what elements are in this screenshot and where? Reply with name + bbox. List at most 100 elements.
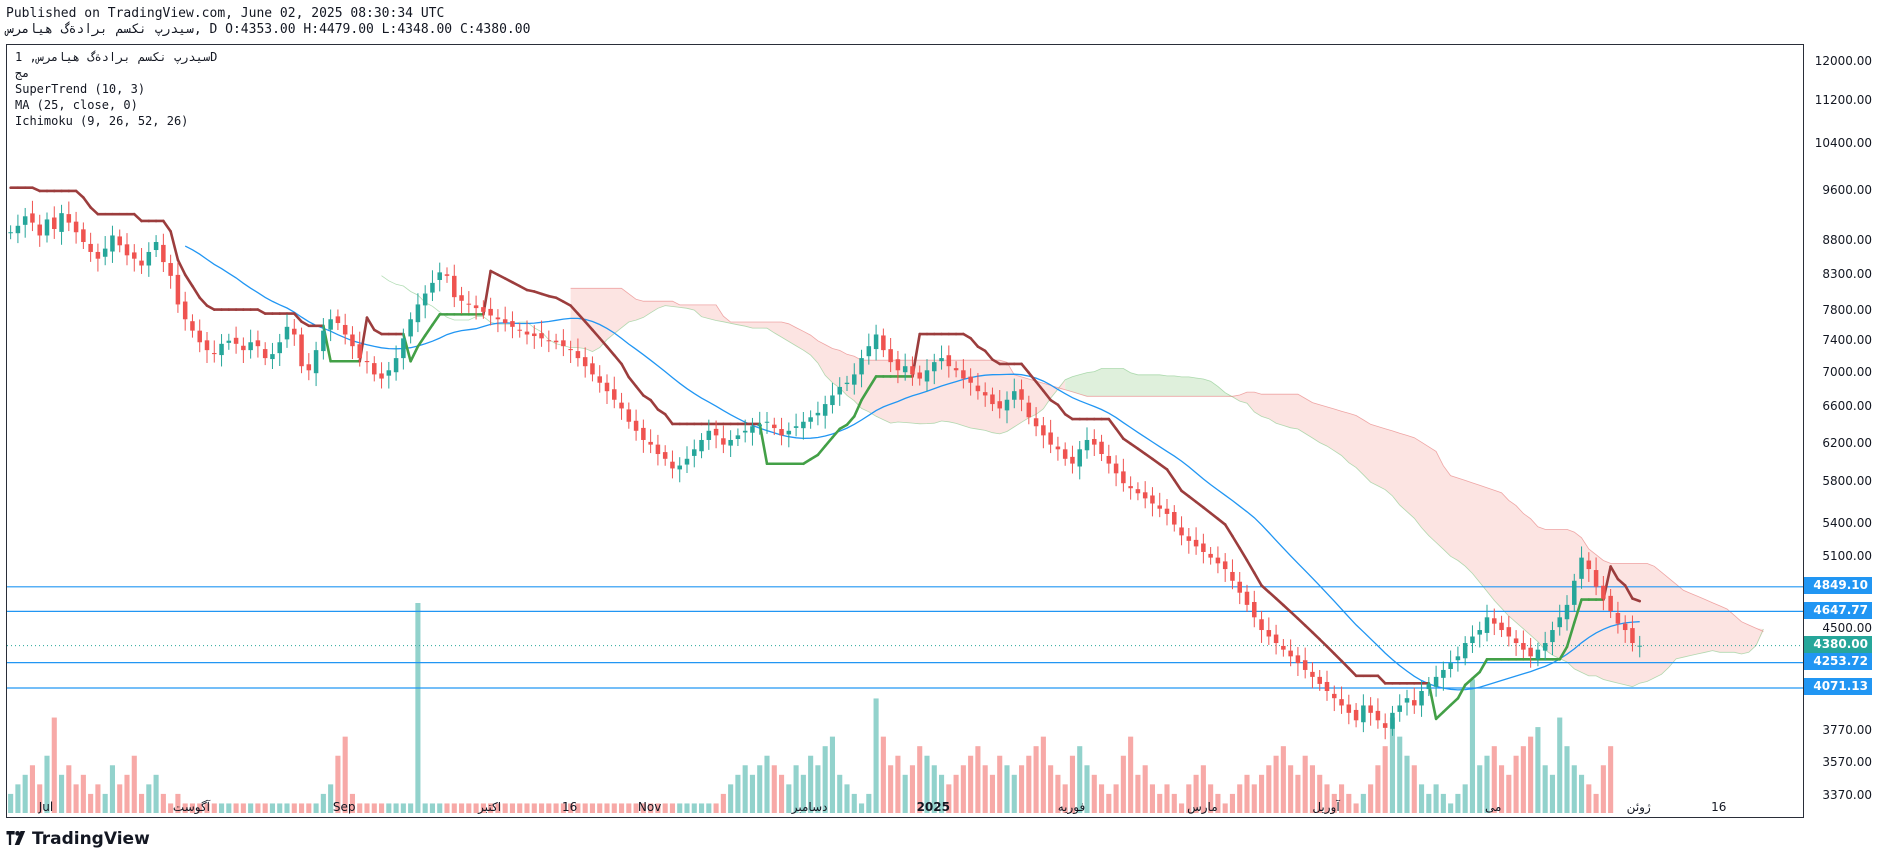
volume-bar bbox=[306, 803, 312, 813]
x-tick-label: آگوست bbox=[172, 800, 210, 814]
volume-bar bbox=[1069, 755, 1075, 813]
candle-body bbox=[561, 340, 566, 347]
supertrend-segment bbox=[809, 453, 820, 461]
volume-bar bbox=[524, 803, 530, 813]
supertrend-segment bbox=[205, 304, 216, 311]
volume-bar bbox=[182, 803, 188, 813]
candle-body bbox=[1346, 704, 1352, 713]
volume-bar bbox=[357, 803, 363, 813]
supertrend-segment bbox=[169, 230, 180, 262]
volume-bar bbox=[1215, 793, 1221, 813]
candle-body bbox=[859, 358, 864, 375]
volume-bar bbox=[917, 746, 923, 813]
supertrend-segment bbox=[423, 323, 434, 337]
candle-body bbox=[415, 304, 421, 323]
volume-bar bbox=[960, 765, 966, 813]
volume-bar bbox=[473, 803, 479, 813]
candle-body bbox=[1419, 690, 1424, 706]
candle-body bbox=[1302, 660, 1308, 670]
candle-body bbox=[808, 417, 813, 422]
price-axis[interactable]: 12000.00 11200.00 10400.00 9600.00 8800.00 83… bbox=[1804, 44, 1878, 818]
candle-body bbox=[852, 374, 857, 385]
candle-body bbox=[655, 444, 661, 455]
legend-ma[interactable]: MA (25, close, 0) bbox=[15, 98, 138, 112]
candle-body bbox=[364, 361, 370, 363]
candle-body bbox=[1237, 581, 1242, 593]
volume-bar bbox=[189, 803, 195, 813]
volume-bar bbox=[495, 803, 501, 813]
legend-symbol[interactable]: سیدرپ نکسم برادةگ هیامرس, 1D bbox=[15, 50, 218, 64]
candle-body bbox=[22, 216, 28, 225]
supertrend-segment bbox=[198, 296, 209, 307]
chart-svg[interactable] bbox=[7, 45, 1804, 818]
supertrend-segment bbox=[1180, 489, 1191, 498]
candle-body bbox=[1266, 630, 1272, 637]
volume-bar bbox=[873, 698, 879, 813]
supertrend-segment bbox=[1449, 697, 1460, 707]
volume-bar bbox=[255, 803, 261, 813]
supertrend-segment bbox=[1194, 500, 1205, 509]
legend-ichimoku[interactable]: Ichimoku (9, 26, 52, 26) bbox=[15, 114, 189, 128]
supertrend-segment bbox=[1136, 447, 1147, 456]
hline-price-label: 4253.72 bbox=[1804, 653, 1872, 671]
candle-body bbox=[1615, 612, 1621, 624]
candle-body bbox=[132, 252, 137, 259]
legend-exchange: مج bbox=[15, 66, 30, 80]
candle-body bbox=[721, 438, 726, 445]
supertrend-segment bbox=[511, 281, 522, 288]
volume-bar bbox=[757, 765, 763, 813]
candle-body bbox=[473, 305, 479, 309]
volume-bar bbox=[8, 793, 14, 813]
volume-bar bbox=[1375, 765, 1381, 813]
supertrend-segment bbox=[89, 206, 100, 216]
supertrend-segment bbox=[1216, 517, 1227, 526]
volume-bar bbox=[560, 803, 566, 813]
moving-average-line bbox=[184, 245, 1640, 691]
candle-body bbox=[968, 376, 973, 383]
supertrend-segment bbox=[31, 186, 42, 193]
candle-body bbox=[153, 242, 159, 251]
supertrend-segment bbox=[612, 353, 623, 366]
candle-body bbox=[8, 232, 13, 234]
candle-body bbox=[670, 461, 675, 469]
candle-body bbox=[735, 435, 741, 440]
volume-bar bbox=[1062, 784, 1068, 813]
supertrend-segment bbox=[627, 375, 638, 388]
chart-pane[interactable]: سیدرپ نکسم برادةگ هیامرس, 1D مج SuperTre… bbox=[6, 44, 1804, 818]
volume-bar bbox=[1368, 784, 1374, 813]
volume-bar bbox=[1266, 765, 1272, 813]
supertrend-segment bbox=[372, 328, 383, 336]
candle-body bbox=[1019, 389, 1024, 400]
y-tick-label: 3370.00 bbox=[1822, 788, 1872, 803]
y-tick-label: 10400.00 bbox=[1814, 136, 1872, 151]
volume-bar bbox=[466, 803, 472, 813]
volume-bar bbox=[633, 803, 639, 813]
volume-bar bbox=[895, 755, 901, 813]
supertrend-segment bbox=[191, 284, 202, 300]
candle-body bbox=[408, 319, 413, 337]
volume-bar bbox=[1200, 765, 1206, 813]
candle-body bbox=[648, 441, 653, 445]
candle-body bbox=[386, 370, 392, 376]
candle-body bbox=[1077, 449, 1082, 467]
volume-bar bbox=[706, 803, 712, 813]
candle-body bbox=[699, 439, 704, 452]
candle-body bbox=[1026, 402, 1032, 418]
legend-supertrend[interactable]: SuperTrend (10, 3) bbox=[15, 82, 146, 96]
candle-body bbox=[910, 366, 915, 375]
supertrend-segment bbox=[1623, 584, 1634, 600]
candle-body bbox=[1244, 591, 1250, 605]
y-tick-label: 7400.00 bbox=[1822, 333, 1872, 348]
candle-body bbox=[481, 307, 486, 312]
candle-body bbox=[750, 426, 755, 433]
supertrend-segment bbox=[1209, 511, 1220, 521]
time-axis[interactable]: Jul آگوست Sep اکتبر 16 Nov دسامبر 2025 فوریه مارس… bbox=[6, 800, 1804, 818]
supertrend-segment bbox=[983, 349, 994, 361]
candle-body bbox=[1295, 655, 1301, 664]
volume-bar bbox=[15, 784, 21, 813]
volume-bar bbox=[546, 803, 552, 813]
candle-body bbox=[830, 395, 835, 406]
y-tick-label: 7800.00 bbox=[1822, 302, 1872, 317]
tradingview-brand[interactable]: TradingView bbox=[6, 829, 150, 849]
supertrend-segment bbox=[1063, 412, 1074, 421]
